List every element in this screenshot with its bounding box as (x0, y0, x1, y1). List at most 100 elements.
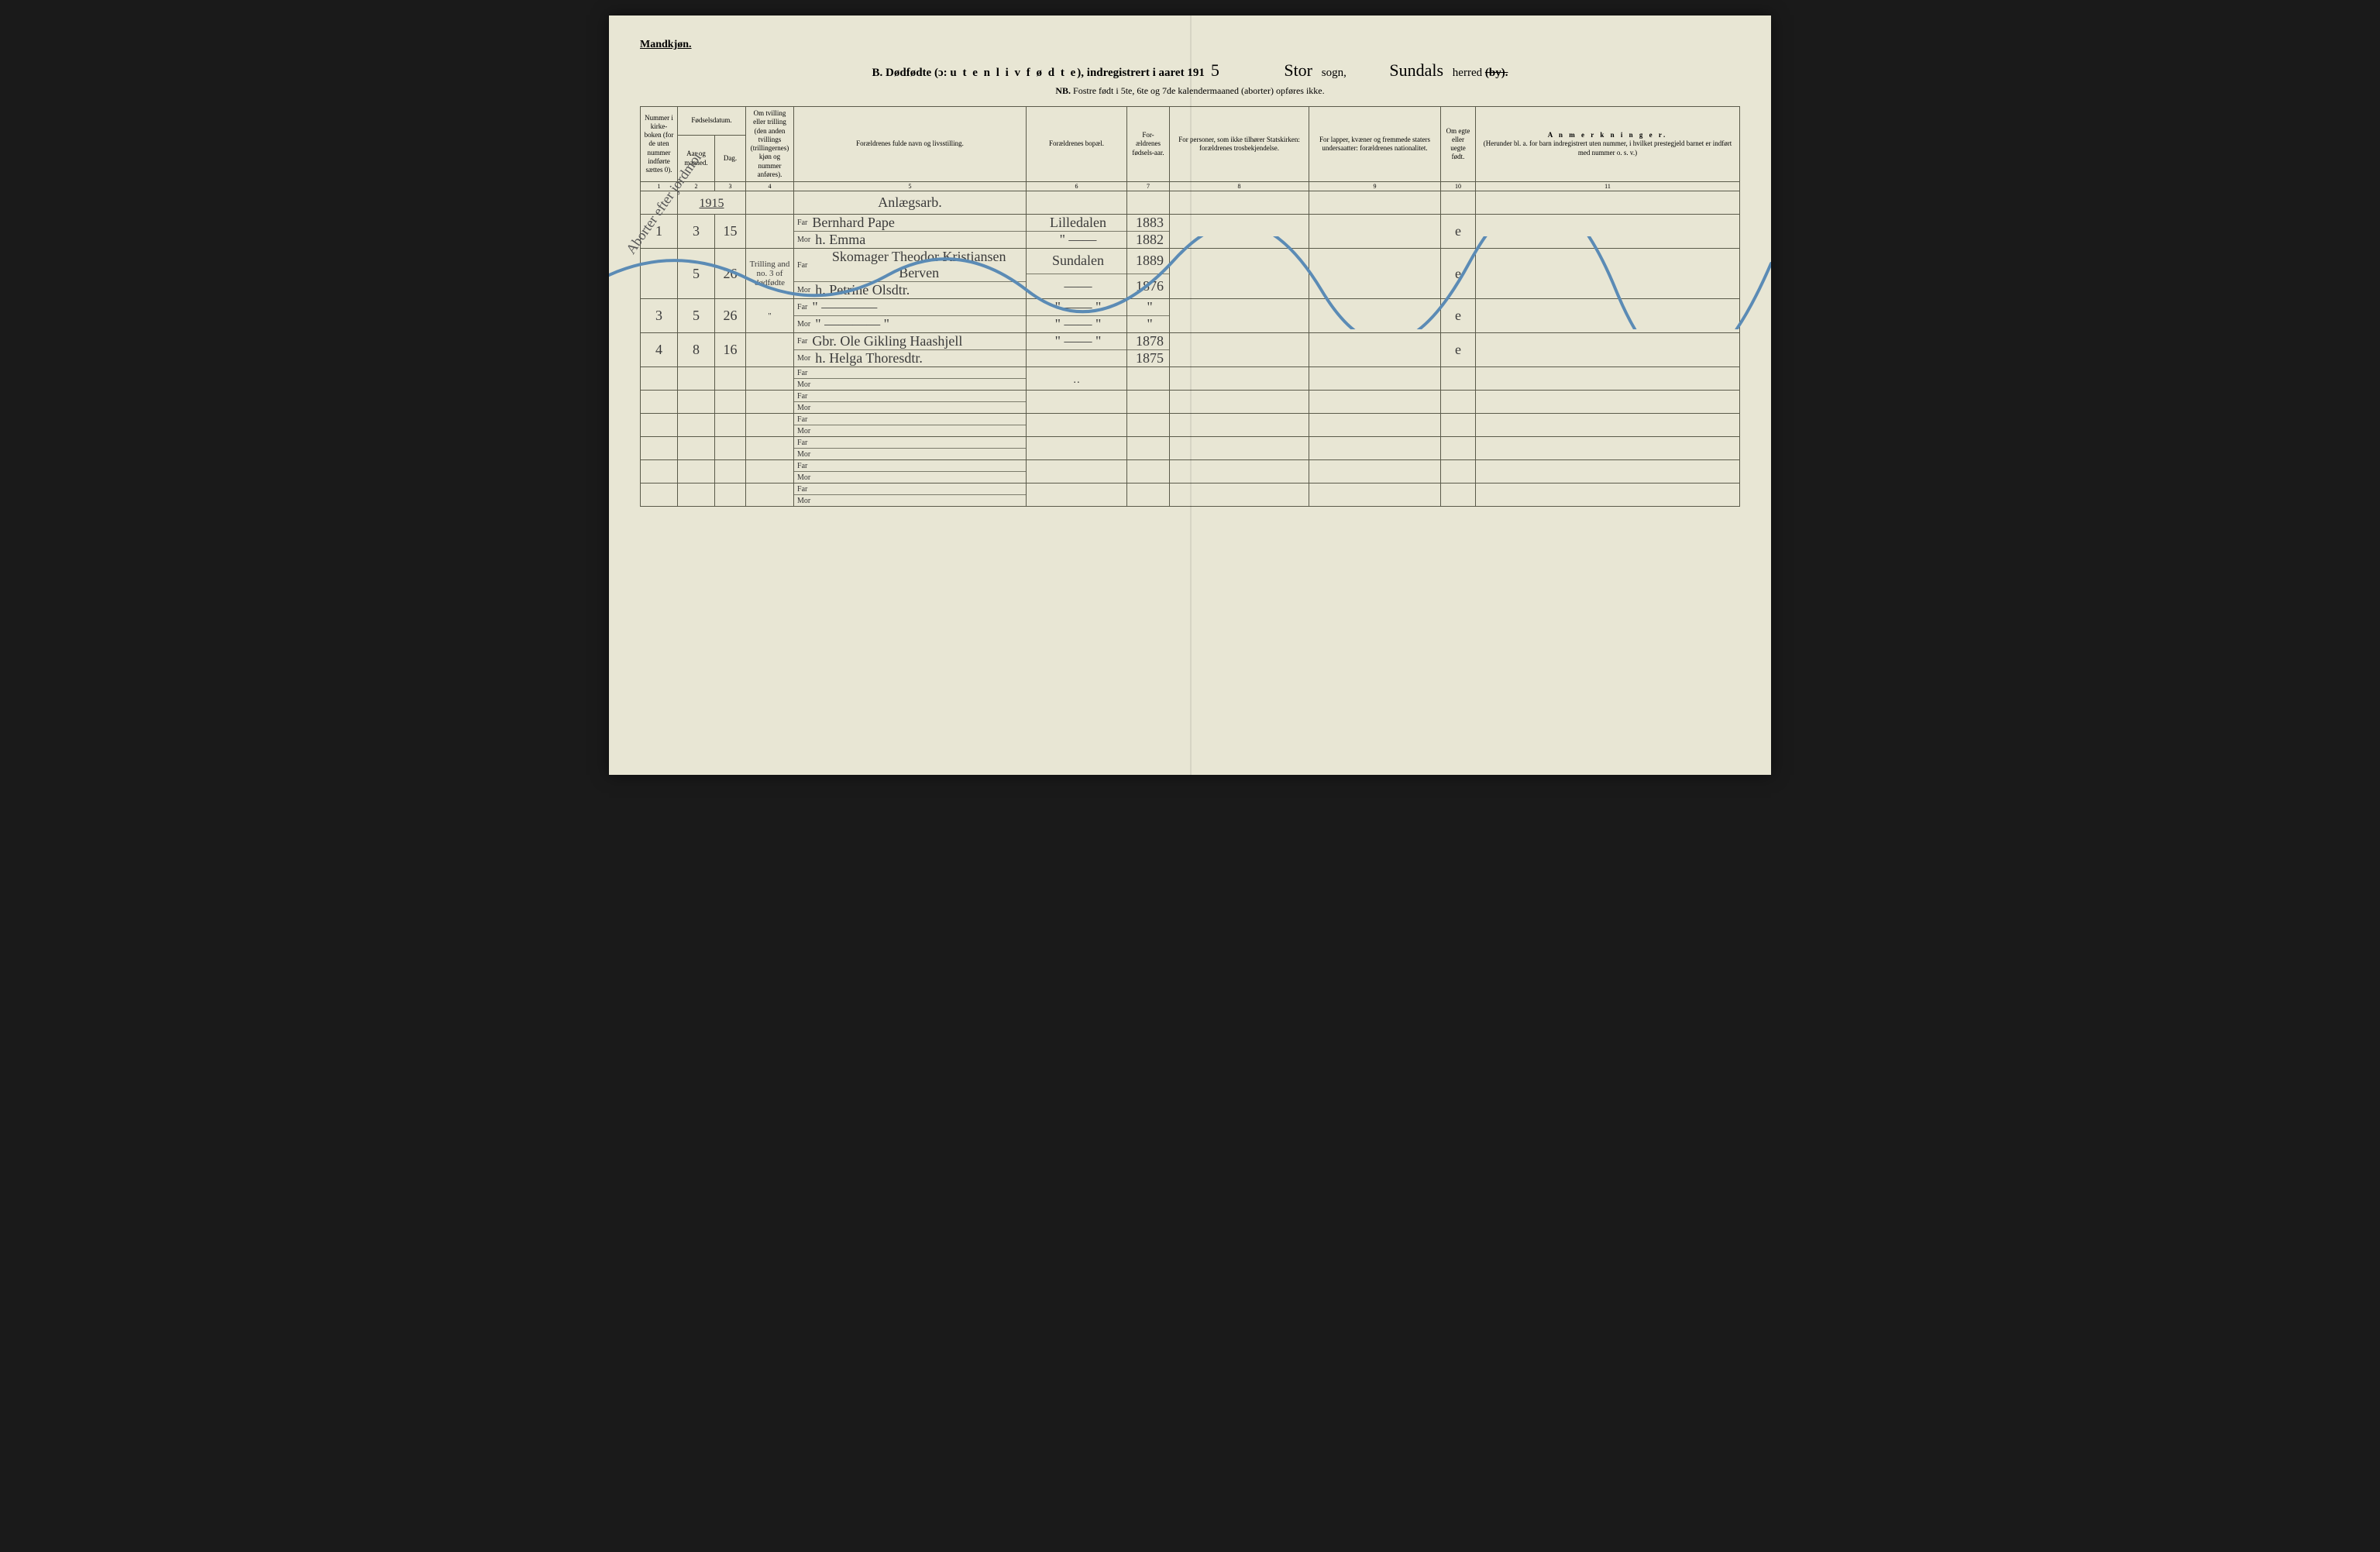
cell-day: 16 (715, 333, 746, 367)
sogn-label: sogn, (1322, 67, 1346, 79)
year-far: 1889 (1136, 253, 1164, 269)
col-header-9: For lapper, kvæner og fremmede staters u… (1309, 107, 1441, 182)
mor-label: Mor (797, 320, 815, 329)
cell-tvilling (746, 333, 794, 367)
herred-label: herred (1453, 67, 1482, 79)
residence-mor: —— (1064, 278, 1092, 294)
cell-nationality (1309, 249, 1441, 299)
mother-name: " ———— " (815, 316, 889, 332)
cell-tvilling: " (746, 299, 794, 333)
col-header-1: Nummer i kirke-boken (for de uten nummer… (641, 107, 678, 182)
cell-day: 26 (715, 299, 746, 333)
cell-month: 5 (678, 299, 715, 333)
cell-residence: " —— " " —— " (1027, 299, 1127, 333)
page-title: B. Dødfødte (ɔ: u t e n l i v f ø d t e)… (640, 60, 1740, 81)
year-mor: 1876 (1136, 278, 1164, 294)
cell-birthyear: 1878 1875 (1127, 333, 1170, 367)
mor-label: Mor (797, 236, 815, 244)
subtitle: NB. Fostre født i 5te, 6te og 7de kalend… (640, 85, 1740, 97)
year-row: 1915 Anlægsarb. (641, 191, 1740, 215)
far-label: Far (797, 261, 812, 270)
cell-religion (1170, 299, 1309, 333)
col-header-6: Forældrenes bopæl. (1027, 107, 1127, 182)
father-name: " ———— (812, 299, 877, 315)
cell-month: 5 (678, 249, 715, 299)
table-row: 4 8 16 FarGbr. Ole Gikling Haashjell Mor… (641, 333, 1740, 367)
year-far: 1878 (1136, 333, 1164, 349)
cell-remarks (1476, 249, 1740, 299)
father-name: Gbr. Ole Gikling Haashjell (812, 333, 962, 349)
mother-name: h. Petrine Olsdtr. (815, 282, 910, 298)
cell-legitimate: e (1441, 299, 1476, 333)
father-name: Skomager Theodor Kristiansen Berven (812, 249, 1026, 281)
year-far: 1883 (1136, 215, 1164, 231)
mother-name: h. Helga Thoresdtr. (815, 350, 923, 366)
far-label: Far (797, 303, 812, 311)
residence-mor: " —— (1060, 232, 1097, 248)
cell-num: 3 (641, 299, 678, 333)
table-body: 1915 Anlægsarb. 1 3 15 FarBernhard Pape … (641, 191, 1740, 507)
subtitle-text: Fostre født i 5te, 6te og 7de kalenderma… (1073, 85, 1325, 96)
ledger-page: Mandkjøn. B. Dødfødte (ɔ: u t e n l i v … (609, 15, 1771, 775)
residence-far: Sundalen (1052, 253, 1104, 269)
year-mor: 1882 (1136, 232, 1164, 248)
colnum: 3 (715, 182, 746, 191)
cell-legitimate: e (1441, 333, 1476, 367)
year-far: " (1147, 299, 1152, 315)
cell-birthyear: 1889 1876 (1127, 249, 1170, 299)
mother-name: h. Emma (815, 232, 865, 248)
cell-parents: FarBernhard Pape Morh. Emma (794, 215, 1027, 249)
mor-label: Mor (797, 286, 815, 294)
residence-mor: " —— " (1055, 316, 1102, 332)
cell-legitimate: e (1441, 215, 1476, 249)
cell-birthyear: 1883 1882 (1127, 215, 1170, 249)
cell-legitimate: e (1441, 249, 1476, 299)
cell-day: 15 (715, 215, 746, 249)
col-header-date: Fødselsdatum. (678, 107, 746, 136)
cell-tvilling (746, 215, 794, 249)
cell-nationality (1309, 215, 1441, 249)
colnum: 8 (1170, 182, 1309, 191)
col-header-7: For-ældrenes fødsels-aar. (1127, 107, 1170, 182)
cell-religion (1170, 333, 1309, 367)
title-mid: ), indregistrert i aaret 191 (1077, 67, 1205, 79)
father-name: Bernhard Pape (812, 215, 894, 231)
col-11-sub: (Herunder bl. a. for barn indregistrert … (1479, 139, 1736, 157)
gender-label: Mandkjøn. (640, 39, 1740, 51)
cell-num: 4 (641, 333, 678, 367)
cell-residence: " —— " (1027, 333, 1127, 367)
col-header-11: A n m e r k n i n g e r. (Herunder bl. a… (1476, 107, 1740, 182)
cell-num (641, 249, 678, 299)
table-row-empty: Far Mor (641, 437, 1740, 460)
title-year-digit: 5 (1205, 60, 1226, 80)
cell-nationality (1309, 299, 1441, 333)
cell-remarks (1476, 333, 1740, 367)
colnum: 9 (1309, 182, 1441, 191)
cell-birthyear: " " (1127, 299, 1170, 333)
table-row: 5 26 Trilling and no. 3 of dødfødte FarS… (641, 249, 1740, 299)
far-label: Far (797, 337, 812, 346)
cell-remarks (1476, 299, 1740, 333)
year-handwritten: 1915 (700, 197, 724, 210)
cell-month: 3 (678, 215, 715, 249)
cell-day: 26 (715, 249, 746, 299)
col-header-4: Om tvilling eller trilling (den anden tv… (746, 107, 794, 182)
cell-remarks (1476, 215, 1740, 249)
colnum: 4 (746, 182, 794, 191)
col-11-title: A n m e r k n i n g e r. (1479, 131, 1736, 139)
colnum: 6 (1027, 182, 1127, 191)
col-header-10: Om egte eller uegte født. (1441, 107, 1476, 182)
residence-far: " —— " (1055, 333, 1102, 349)
table-row: 3 5 26 " Far" ———— Mor" ———— " " —— " " … (641, 299, 1740, 333)
residence-far: Lilledalen (1050, 215, 1106, 231)
cell-parents: FarSkomager Theodor Kristiansen Berven M… (794, 249, 1027, 299)
table-row: 1 3 15 FarBernhard Pape Morh. Emma Lille… (641, 215, 1740, 249)
table-header: Nummer i kirke-boken (for de uten nummer… (641, 107, 1740, 191)
mor-label: Mor (797, 354, 815, 363)
nb-label: NB. (1055, 85, 1071, 96)
cell-nationality (1309, 333, 1441, 367)
cell-parents: FarGbr. Ole Gikling Haashjell Morh. Helg… (794, 333, 1027, 367)
table-row-empty: Far Mor ‥ (641, 367, 1740, 391)
cell-tvilling: Trilling and no. 3 of dødfødte (746, 249, 794, 299)
herred-handwritten: Sundals (1383, 60, 1450, 80)
